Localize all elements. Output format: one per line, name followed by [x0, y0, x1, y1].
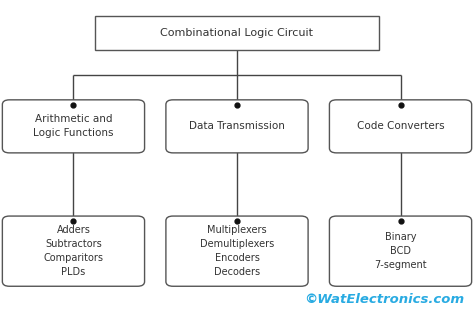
- Text: Binary
BCD
7-segment: Binary BCD 7-segment: [374, 232, 427, 270]
- FancyBboxPatch shape: [329, 216, 472, 286]
- FancyBboxPatch shape: [166, 216, 308, 286]
- Text: Arithmetic and
Logic Functions: Arithmetic and Logic Functions: [33, 115, 114, 138]
- Text: Adders
Subtractors
Comparitors
PLDs: Adders Subtractors Comparitors PLDs: [44, 225, 103, 277]
- FancyBboxPatch shape: [329, 100, 472, 153]
- FancyBboxPatch shape: [166, 100, 308, 153]
- FancyBboxPatch shape: [95, 16, 379, 50]
- Text: Multiplexers
Demultiplexers
Encoders
Decoders: Multiplexers Demultiplexers Encoders Dec…: [200, 225, 274, 277]
- Text: ©WatElectronics.com: ©WatElectronics.com: [304, 293, 465, 306]
- Text: Data Transmission: Data Transmission: [189, 121, 285, 131]
- FancyBboxPatch shape: [2, 216, 145, 286]
- FancyBboxPatch shape: [2, 100, 145, 153]
- Text: Code Converters: Code Converters: [357, 121, 444, 131]
- Text: Combinational Logic Circuit: Combinational Logic Circuit: [161, 28, 313, 38]
